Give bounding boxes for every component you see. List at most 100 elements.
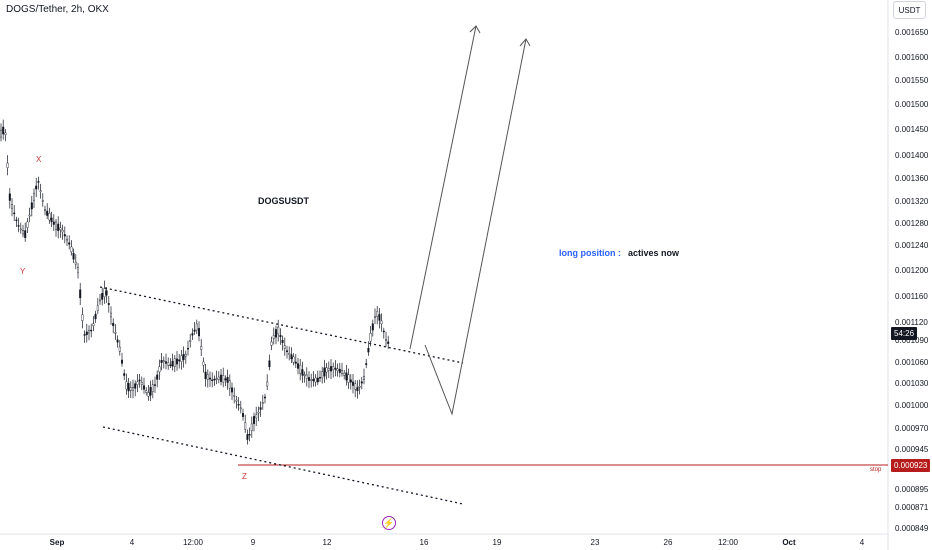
candle-body xyxy=(129,387,132,391)
candle-body xyxy=(164,361,167,364)
x-tick-label: Oct xyxy=(782,538,796,547)
lower-trendline[interactable] xyxy=(102,426,464,505)
candle-body xyxy=(327,368,330,371)
candle-body xyxy=(189,340,192,342)
candle-body xyxy=(290,354,293,360)
candle-body xyxy=(369,333,372,342)
candle-body xyxy=(358,386,361,388)
candle-body xyxy=(286,350,289,353)
candle-body xyxy=(228,380,231,389)
currency-button[interactable]: USDT xyxy=(893,1,926,19)
candle-body xyxy=(321,371,324,379)
candle-body xyxy=(131,387,134,391)
candle-body xyxy=(270,341,273,346)
candle-body xyxy=(96,305,99,311)
candle-body xyxy=(76,267,79,273)
candle-body xyxy=(24,230,27,238)
candle-body xyxy=(239,407,242,410)
candle-body xyxy=(341,370,344,374)
position-label: long position : xyxy=(559,248,621,258)
upper-trendline[interactable] xyxy=(99,286,464,364)
candle-body xyxy=(72,253,75,260)
candle-body xyxy=(338,368,341,373)
candle-body xyxy=(264,396,267,399)
y-tick-label: 0.001400 xyxy=(895,151,929,160)
candle-body xyxy=(215,378,218,380)
projection-arrow-1[interactable] xyxy=(409,25,477,350)
candle-body xyxy=(116,339,119,343)
y-tick-label: 0.001650 xyxy=(895,28,929,37)
wave-label-y: Y xyxy=(20,267,26,276)
candle-body xyxy=(237,404,240,406)
candle-body xyxy=(52,221,55,225)
candle-body xyxy=(367,348,370,353)
candle-body xyxy=(30,202,33,210)
candle-body xyxy=(138,379,141,382)
candle-body xyxy=(266,381,269,387)
candle-body xyxy=(268,360,271,368)
x-tick-label: Sep xyxy=(50,538,65,547)
y-tick-label: 0.001240 xyxy=(895,241,929,250)
candle-body xyxy=(158,366,161,373)
candle-body xyxy=(167,362,170,366)
candle-body xyxy=(213,378,216,381)
candle-body xyxy=(105,290,108,296)
candle-body xyxy=(356,387,359,392)
candle-body xyxy=(219,374,222,382)
candle-body xyxy=(323,367,326,377)
candle-body xyxy=(41,200,44,202)
lightning-icon[interactable]: ⚡ xyxy=(382,516,396,530)
x-tick-label: 9 xyxy=(251,538,256,547)
candle-body xyxy=(206,374,209,380)
y-tick-label: 0.001360 xyxy=(895,174,929,183)
plot-area[interactable] xyxy=(0,0,888,534)
candle-body xyxy=(332,366,335,371)
wave-label-z: Z xyxy=(242,472,247,481)
candle-body xyxy=(186,347,189,350)
candle-body xyxy=(244,422,247,430)
candle-body xyxy=(171,360,174,367)
candle-body xyxy=(109,312,112,318)
candle-body xyxy=(371,323,374,331)
candle-body xyxy=(224,378,227,381)
candle-body xyxy=(217,376,220,380)
candle-body xyxy=(140,382,143,385)
candle-body xyxy=(222,375,225,383)
candle-body xyxy=(385,339,388,341)
candle-body xyxy=(255,414,258,419)
projection-arrow-2[interactable] xyxy=(424,38,527,416)
candle-body xyxy=(347,374,350,383)
candle-body xyxy=(387,341,390,344)
candle-body xyxy=(195,323,198,331)
y-tick-label: 0.001450 xyxy=(895,125,929,134)
candle-body xyxy=(44,209,47,211)
candle-body xyxy=(360,381,363,384)
candle-body xyxy=(250,423,253,431)
candle-body xyxy=(151,384,154,392)
candle-body xyxy=(202,361,205,366)
candle-body xyxy=(246,434,249,440)
candle-body xyxy=(233,395,236,397)
x-tick-label: 12:00 xyxy=(718,538,739,547)
candle-body xyxy=(35,185,38,190)
candle-body xyxy=(204,371,207,380)
y-tick-label: 0.001000 xyxy=(895,401,929,410)
x-tick-label: 19 xyxy=(493,538,502,547)
y-tick-label: 0.001030 xyxy=(895,379,929,388)
y-tick-label: 0.001500 xyxy=(895,100,929,109)
candle-body xyxy=(2,126,5,135)
x-tick-label: 16 xyxy=(420,538,429,547)
candle-body xyxy=(288,353,291,355)
y-tick-label: 0.001550 xyxy=(895,76,929,85)
candle-body xyxy=(182,354,185,360)
candle-body xyxy=(345,372,348,381)
candle-body xyxy=(336,368,339,371)
candle-body xyxy=(279,334,282,338)
wave-label-x: X xyxy=(36,155,42,164)
position-status: actives now xyxy=(628,248,680,258)
candle-body xyxy=(343,372,346,376)
stop-price-badge: 0.000923 xyxy=(891,459,931,472)
y-tick-label: 0.000895 xyxy=(895,485,929,494)
candle-body xyxy=(272,335,275,339)
